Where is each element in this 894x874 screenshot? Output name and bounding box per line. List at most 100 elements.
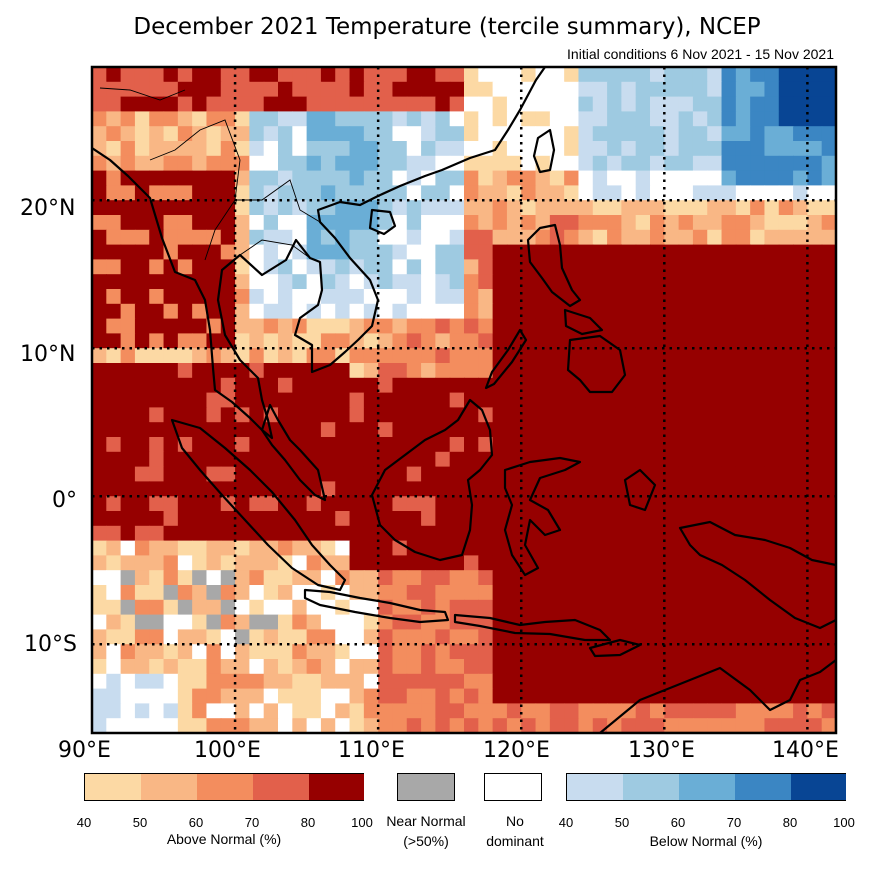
probability-cell <box>664 244 680 260</box>
probability-cell <box>578 126 594 142</box>
probability-cell <box>621 81 637 98</box>
probability-cell <box>807 422 823 438</box>
probability-cell <box>235 451 250 468</box>
probability-cell <box>392 422 408 438</box>
probability-cell <box>692 67 708 83</box>
probability-cell <box>764 496 780 512</box>
probability-cell <box>406 126 422 142</box>
probability-cell <box>592 585 608 601</box>
probability-cell <box>492 540 508 556</box>
probability-cell <box>721 67 737 83</box>
probability-cell <box>134 703 150 719</box>
probability-cell <box>607 451 622 468</box>
probability-cell <box>707 289 723 305</box>
probability-cell <box>735 629 751 645</box>
probability-cell <box>764 659 780 675</box>
probability-cell <box>106 422 122 438</box>
probability-cell <box>592 703 608 719</box>
probability-cell <box>392 155 408 172</box>
probability-cell <box>335 363 351 379</box>
probability-cell <box>807 289 823 305</box>
probability-cell <box>278 289 293 305</box>
probability-cell <box>320 318 336 334</box>
probability-cell <box>707 673 723 690</box>
probability-cell <box>349 244 365 260</box>
probability-cell <box>349 614 365 630</box>
probability-cell <box>421 585 436 601</box>
probability-cell <box>750 570 766 586</box>
probability-cell <box>692 200 708 216</box>
probability-cell <box>521 377 537 394</box>
probability-cell <box>92 215 107 231</box>
probability-cell <box>278 392 293 408</box>
probability-cell <box>464 644 479 660</box>
probability-cell <box>750 614 766 630</box>
probability-cell <box>106 303 122 320</box>
probability-cell <box>249 407 265 423</box>
probability-cell <box>650 303 665 320</box>
probability-cell <box>492 200 508 216</box>
probability-cell <box>592 718 608 733</box>
probability-cell <box>650 451 665 468</box>
probability-cell <box>521 229 537 246</box>
probability-cell <box>378 451 394 468</box>
probability-cell <box>764 481 780 497</box>
probability-cell <box>134 289 150 305</box>
probability-cell <box>492 229 508 246</box>
probability-cell <box>664 614 680 630</box>
probability-cell <box>449 422 465 438</box>
probability-cell <box>521 126 537 142</box>
probability-cell <box>92 718 107 733</box>
probability-cell <box>378 348 394 364</box>
probability-cell <box>621 555 637 571</box>
probability-cell <box>621 437 637 453</box>
probability-cell <box>735 496 751 512</box>
probability-cell <box>650 437 665 453</box>
probability-cell <box>650 229 665 246</box>
probability-cell <box>607 155 622 172</box>
probability-cell <box>607 407 622 423</box>
probability-cell <box>635 155 651 172</box>
probability-cell <box>435 363 451 379</box>
probability-cell <box>149 718 165 733</box>
probability-cell <box>506 363 522 379</box>
probability-cell <box>506 688 522 704</box>
probability-cell <box>306 392 322 408</box>
probability-cell <box>764 81 780 98</box>
probability-cell <box>821 407 836 423</box>
probability-cell <box>807 496 823 512</box>
probability-cell <box>263 155 279 172</box>
probability-cell <box>793 718 808 733</box>
probability-cell <box>478 659 494 675</box>
above-40-50 <box>85 774 141 800</box>
below-70-80 <box>735 774 791 800</box>
probability-cell <box>406 215 422 231</box>
probability-cell <box>106 111 122 127</box>
probability-cell <box>263 703 279 719</box>
probability-cell <box>263 392 279 408</box>
probability-cell <box>435 274 451 290</box>
probability-cell <box>292 81 308 98</box>
probability-cell <box>764 585 780 601</box>
probability-cell <box>607 259 622 275</box>
probability-cell <box>249 229 265 246</box>
probability-cell <box>449 555 465 571</box>
probability-cell <box>521 155 537 172</box>
probability-cell <box>821 540 836 556</box>
probability-cell <box>278 259 293 275</box>
probability-cell <box>592 111 608 127</box>
probability-cell <box>492 318 508 334</box>
probability-cell <box>607 718 622 733</box>
probability-cell <box>521 141 537 157</box>
probability-cell <box>163 318 179 334</box>
probability-cell <box>764 451 780 468</box>
probability-cell <box>192 511 208 527</box>
probability-cell <box>263 111 279 127</box>
probability-cell <box>650 599 665 616</box>
probability-cell <box>735 185 751 201</box>
probability-cell <box>335 229 351 246</box>
probability-cell <box>449 511 465 527</box>
probability-cell <box>149 377 165 394</box>
probability-cell <box>607 422 622 438</box>
probability-cell <box>306 451 322 468</box>
